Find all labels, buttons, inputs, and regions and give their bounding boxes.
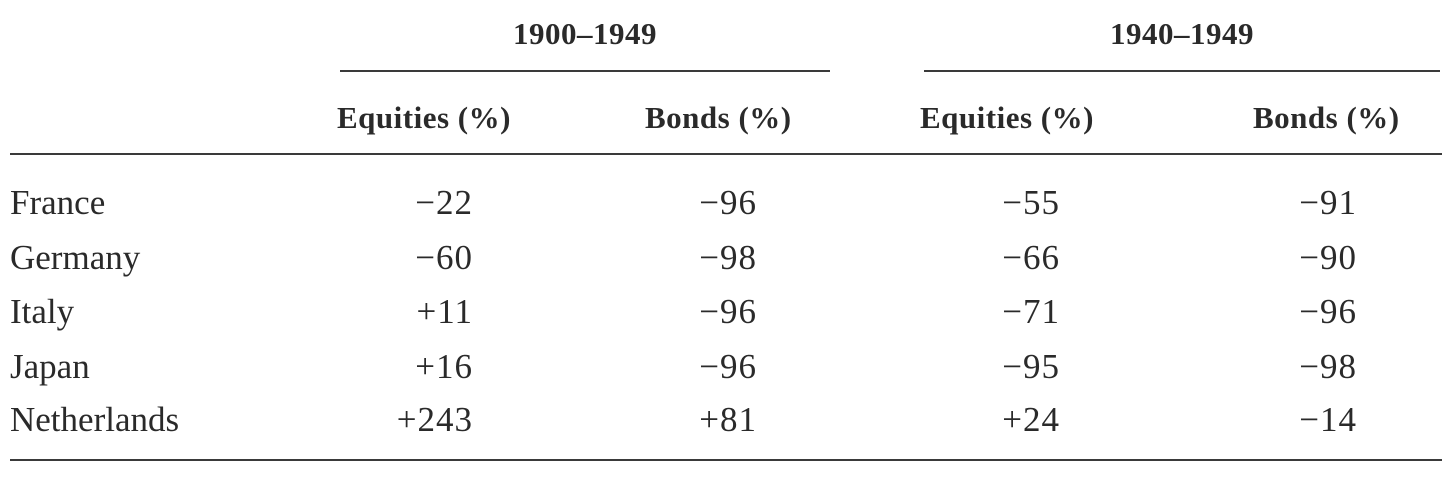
cell-bonds-1900-1949: −96	[699, 347, 757, 386]
column-header-equities-1940-1949: Equities (%)	[920, 100, 1094, 135]
column-header-bonds-1900-1949: Bonds (%)	[645, 100, 792, 135]
cell-bonds-1940-1949: −98	[1299, 347, 1357, 386]
cell-equities-1940-1949: −66	[1002, 238, 1060, 277]
row-label-italy: Italy	[10, 292, 75, 331]
row-label-germany: Germany	[10, 238, 141, 277]
cell-bonds-1900-1949: +81	[699, 400, 757, 439]
row-label-japan: Japan	[10, 347, 90, 386]
header-rule	[10, 153, 1442, 155]
cell-equities-1940-1949: −71	[1002, 292, 1060, 331]
cell-equities-1940-1949: +24	[1002, 400, 1060, 439]
cell-bonds-1940-1949: −91	[1299, 183, 1357, 222]
cell-bonds-1940-1949: −96	[1299, 292, 1357, 331]
row-label-france: France	[10, 183, 106, 222]
group-rule-1900-1949	[340, 70, 830, 72]
cell-bonds-1900-1949: −96	[699, 183, 757, 222]
group-rule-1940-1949	[924, 70, 1440, 72]
cell-equities-1900-1949: +11	[416, 292, 473, 331]
table-bottom-rule	[10, 459, 1442, 461]
cell-bonds-1900-1949: −98	[699, 238, 757, 277]
row-label-netherlands: Netherlands	[10, 400, 180, 439]
cell-bonds-1940-1949: −14	[1299, 400, 1357, 439]
cell-equities-1900-1949: +243	[396, 400, 473, 439]
cell-equities-1940-1949: −55	[1002, 183, 1060, 222]
group-title-1940-1949: 1940–1949	[1110, 16, 1254, 51]
cell-bonds-1940-1949: −90	[1299, 238, 1357, 277]
column-header-bonds-1940-1949: Bonds (%)	[1253, 100, 1400, 135]
column-header-equities-1900-1949: Equities (%)	[337, 100, 511, 135]
group-title-1900-1949: 1900–1949	[513, 16, 657, 51]
cell-equities-1900-1949: −22	[415, 183, 473, 222]
cell-equities-1900-1949: +16	[415, 347, 473, 386]
cell-bonds-1900-1949: −96	[699, 292, 757, 331]
cell-equities-1940-1949: −95	[1002, 347, 1060, 386]
cell-equities-1900-1949: −60	[415, 238, 473, 277]
